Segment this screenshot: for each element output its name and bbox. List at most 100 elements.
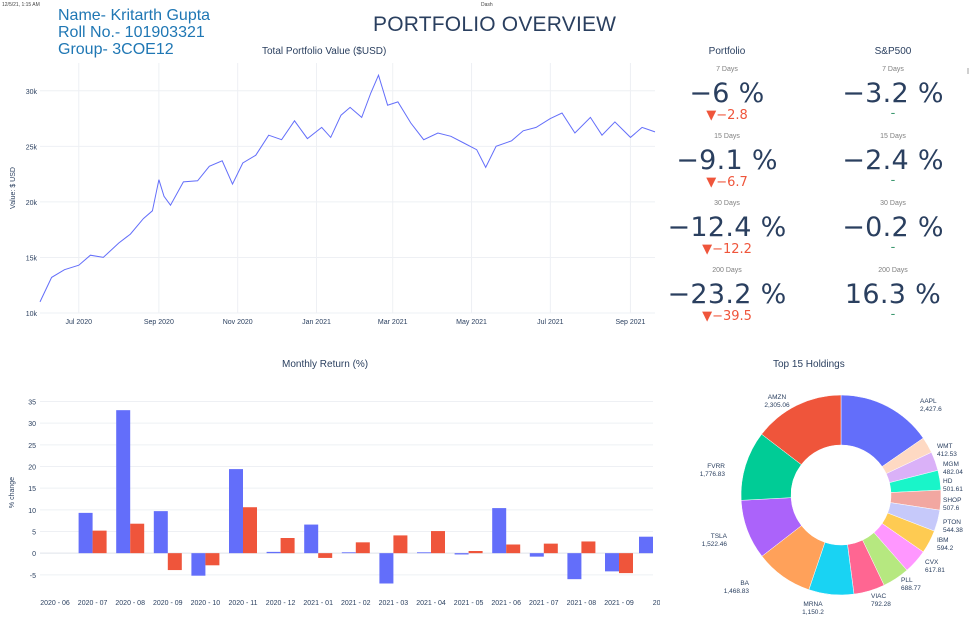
sp500-period: 30 Days <box>880 200 906 207</box>
x-tick-label: 2021 - 03 <box>379 600 409 607</box>
bar-series-2 <box>280 538 295 554</box>
scrollbar-thumb[interactable] <box>967 68 969 74</box>
slice-label: AAPL <box>920 398 937 405</box>
slice-value: 2,305.06 <box>764 402 790 409</box>
page-title: PORTFOLIO OVERVIEW <box>373 13 617 36</box>
bar-series-1 <box>379 553 394 584</box>
bar-series-1 <box>191 553 206 576</box>
y-tick-label: 10k <box>26 311 38 318</box>
bar-series-1 <box>639 536 653 554</box>
x-tick-label: Jan 2021 <box>302 319 331 326</box>
bar-series-1 <box>567 553 582 580</box>
x-tick-label: 2021 - 09 <box>604 600 634 607</box>
slice-value: 501.61 <box>943 486 963 493</box>
x-tick-label: 2020 - 10 <box>191 600 221 607</box>
y-tick-label: 15k <box>26 255 38 262</box>
sp500-value: −2.4 % <box>842 145 944 176</box>
y-tick-label: 20 <box>28 465 36 472</box>
bar-series-2 <box>167 553 182 571</box>
portfolio-period: 7 Days <box>716 66 738 73</box>
x-tick-label: 2021 - 02 <box>341 600 371 607</box>
x-tick-label: 2021 - 07 <box>529 600 559 607</box>
slice-label: IBM <box>937 537 949 544</box>
bar-series-2 <box>468 551 483 554</box>
y-axis-title: Value: $ USD <box>10 167 17 209</box>
x-tick-label: 2020 - 09 <box>153 600 183 607</box>
slice-label: SHOP <box>943 497 961 504</box>
slice-value: 482.04 <box>943 469 963 476</box>
x-tick-label: Jul 2021 <box>537 319 564 326</box>
y-tick-label: 35 <box>28 400 36 407</box>
sp500-value: −3.2 % <box>842 78 944 109</box>
x-tick-label: 2021 - 05 <box>454 600 484 607</box>
bar-series-1 <box>454 553 469 555</box>
tab-title: Dash <box>481 2 493 8</box>
sp500-delta: - <box>890 307 896 322</box>
student-name: Name- Kritarth Gupta <box>58 7 211 24</box>
y-tick-label: 25k <box>26 144 38 151</box>
sp500-period: 200 Days <box>878 267 908 274</box>
slice-value: 594.2 <box>937 545 954 552</box>
y-tick-label: -5 <box>30 573 36 580</box>
slice-label: PTON <box>943 519 961 526</box>
portfolio-period: 30 Days <box>714 200 740 207</box>
bar-series-1 <box>78 512 93 554</box>
indicators-panel: Portfolio S&P500 7 Days −6 % ▼−2.8 7 Day… <box>665 40 975 340</box>
x-tick-label: 2021 - 01 <box>303 600 333 607</box>
bar-series-2 <box>355 542 370 554</box>
bar-series-1 <box>529 553 544 557</box>
portfolio-value: −12.4 % <box>667 212 787 243</box>
y-tick-label: 25 <box>28 443 36 450</box>
slice-label: TSLA <box>711 533 728 540</box>
y-tick-label: 10 <box>28 508 36 515</box>
y-axis-title: % change <box>9 477 16 508</box>
bar-series-2 <box>581 541 596 554</box>
bar-series-2 <box>543 543 558 554</box>
portfolio-value: −9.1 % <box>676 145 778 176</box>
y-tick-label: 30 <box>28 421 36 428</box>
y-tick-label: 20k <box>26 200 38 207</box>
slice-label: VIAC <box>871 593 886 600</box>
student-info: Name- Kritarth Gupta Roll No.- 101903321… <box>58 7 210 58</box>
portfolio-value-line <box>39 73 656 303</box>
bar-series-2 <box>318 553 333 558</box>
x-tick-label: 2021 - 04 <box>416 600 446 607</box>
student-group: Group- 3COE12 <box>58 41 174 58</box>
bar-series-1 <box>266 551 281 554</box>
slice-label: MGM <box>943 461 959 468</box>
portfolio-period: 200 Days <box>712 267 742 274</box>
bar-series-2 <box>619 553 633 574</box>
bar-series-1 <box>605 553 619 572</box>
x-tick-label: 2020 - 12 <box>266 600 296 607</box>
sp500-period: 7 Days <box>882 66 904 73</box>
bar-series-1 <box>153 511 168 554</box>
x-tick-label: 2020 - 08 <box>115 600 145 607</box>
bar-series-2 <box>431 531 445 554</box>
donut-hole <box>791 445 891 545</box>
slice-label: PLL <box>901 577 913 584</box>
bar-series-1 <box>229 469 243 554</box>
slice-value: 688.77 <box>901 585 921 592</box>
slice-value: 617.81 <box>925 567 945 574</box>
x-tick-label: Sep 2021 <box>615 319 645 326</box>
bar-series-2 <box>506 544 521 554</box>
slice-value: 412.53 <box>937 451 957 458</box>
x-tick-label: 20 <box>653 600 660 607</box>
x-tick-label: May 2021 <box>456 319 487 326</box>
pie-chart-title: Top 15 Holdings <box>773 359 845 370</box>
bar-series-1 <box>304 524 319 554</box>
monthly-return-bar-chart: -5 0 5 10 15 20 25 30 35 % change 2020 - 06 2020 - … <box>9 400 660 608</box>
slice-label: FVRR <box>707 463 725 470</box>
sp500-delta: - <box>890 173 896 188</box>
sp500-delta: - <box>890 106 896 121</box>
x-tick-label: 2020 - 07 <box>78 600 108 607</box>
slice-label: CVX <box>925 559 939 566</box>
bar-series-1 <box>341 552 356 554</box>
bar-series-2 <box>243 507 257 554</box>
sp500-value: 16.3 % <box>844 279 942 310</box>
slice-value: 507.6 <box>943 505 960 512</box>
student-roll: Roll No.- 101903321 <box>58 24 205 41</box>
x-tick-label: 2020 - 06 <box>40 600 70 607</box>
slice-label: BA <box>740 580 749 587</box>
